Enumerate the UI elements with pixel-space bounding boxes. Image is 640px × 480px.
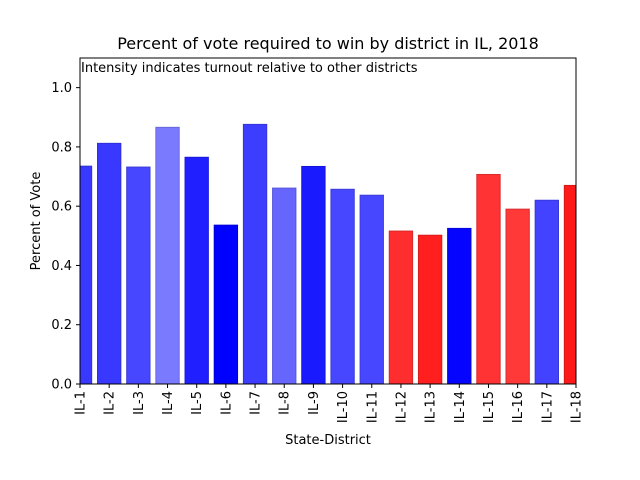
intensity-annotation: Intensity indicates turnout relative to … [81, 61, 418, 76]
x-tick-label: IL-11 [365, 391, 380, 423]
bar-il-2 [97, 142, 122, 384]
bar-il-8 [272, 187, 297, 384]
chart-title: Percent of vote required to win by distr… [117, 34, 539, 53]
x-tick-label: IL-2 [103, 391, 118, 415]
bar-il-15 [476, 173, 501, 384]
bar-il-6 [213, 224, 239, 384]
bar-il-5 [184, 156, 209, 384]
x-tick-label: IL-17 [540, 391, 555, 423]
x-tick-label: IL-6 [219, 391, 234, 415]
y-tick-label: 0.0 [51, 378, 72, 393]
y-tick-label: 0.8 [51, 140, 72, 155]
x-tick-label: IL-13 [424, 391, 439, 423]
y-axis: 0.0 0.2 0.4 0.6 0.8 1.0 [51, 81, 80, 393]
x-tick-label: IL-8 [278, 391, 293, 415]
bar-il-3 [126, 166, 151, 384]
x-tick-label: IL-12 [394, 391, 409, 423]
bars-group [80, 123, 576, 384]
x-tick-label: IL-9 [307, 391, 322, 415]
y-tick-label: 1.0 [51, 81, 72, 96]
bar-il-13 [417, 234, 443, 384]
bar-il-16 [505, 208, 530, 384]
bar-il-10 [330, 188, 355, 384]
y-tick-label: 0.6 [51, 200, 72, 215]
x-tick-label: IL-16 [511, 391, 526, 423]
y-tick-label: 0.2 [51, 318, 72, 333]
x-tick-label: IL-5 [190, 391, 205, 415]
x-tick-label: IL-14 [453, 391, 468, 423]
y-axis-label: Percent of Vote [29, 172, 44, 271]
bar-il-9 [301, 165, 326, 384]
x-axis-label: State-District [285, 433, 371, 448]
x-tick-label: IL-3 [132, 391, 147, 415]
bar-il-7 [242, 123, 268, 384]
bar-il-11 [359, 194, 384, 384]
bar-il-12 [388, 230, 414, 384]
x-tick-label: IL-7 [249, 391, 264, 415]
x-tick-label: IL-4 [161, 391, 176, 415]
y-tick-label: 0.4 [51, 259, 72, 274]
x-tick-label: IL-18 [570, 391, 585, 423]
plot-frame [79, 57, 577, 385]
x-tick-label: IL-15 [482, 391, 497, 423]
x-axis: IL-1 IL-2 IL-3 IL-4 IL-5 IL-6 IL-7 IL-8 IL-9 IL-1… [74, 384, 585, 423]
bar-il-17 [534, 199, 559, 384]
x-tick-label: IL-1 [74, 391, 89, 415]
x-tick-label: IL-10 [336, 391, 351, 423]
bar-il-14 [447, 227, 472, 384]
bar-il-4 [155, 126, 180, 384]
